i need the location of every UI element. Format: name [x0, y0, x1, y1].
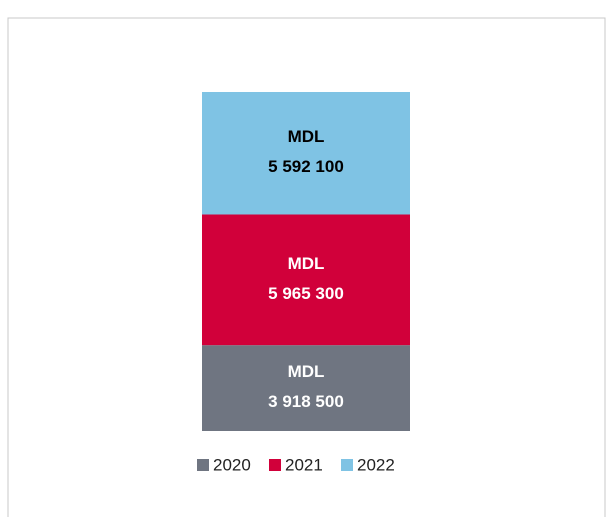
bar-segment [202, 345, 410, 431]
data-label: MDL 3 918 500 [268, 363, 344, 412]
legend-swatch [269, 459, 281, 471]
legend-label: 2020 [213, 455, 251, 474]
legend-label: 2021 [285, 455, 323, 474]
legend-label: 2022 [357, 455, 395, 474]
bar-segment [202, 92, 410, 215]
legend-swatch [197, 459, 209, 471]
legend-swatch [341, 459, 353, 471]
chart-frame [7, 17, 606, 517]
bar-segment [202, 214, 410, 346]
data-label: MDL 5 965 300 [268, 254, 344, 303]
data-label: MDL 5 592 100 [268, 128, 344, 177]
